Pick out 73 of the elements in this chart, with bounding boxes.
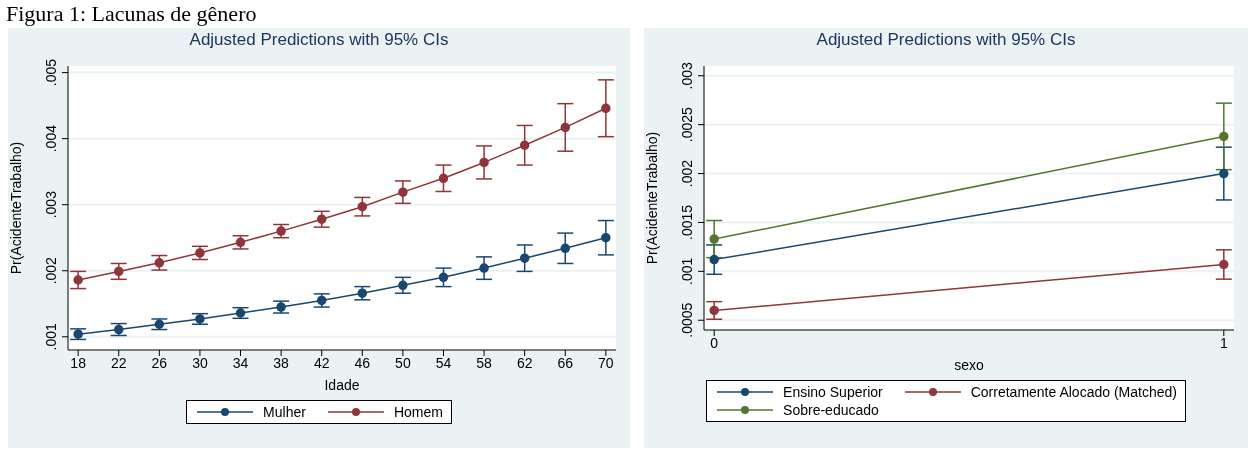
point <box>1219 168 1229 179</box>
x-tick-label: 42 <box>313 354 330 371</box>
x-tick-label: 30 <box>192 354 208 371</box>
y-tick-label: .001 <box>43 322 59 351</box>
x-axis-title: Idade <box>324 377 360 393</box>
y-tick-label: .004 <box>43 124 59 153</box>
chart-title: Adjusted Predictions with 95% CIs <box>188 29 450 50</box>
point <box>1219 131 1229 142</box>
point <box>73 329 83 339</box>
point <box>479 263 489 273</box>
y-tick-label: .0005 <box>679 302 695 338</box>
y-tick-label: .005 <box>43 58 59 87</box>
point <box>398 280 408 291</box>
y-tick-label: .001 <box>679 257 695 285</box>
point <box>1219 259 1229 270</box>
legend-label: Sobre-educado <box>783 402 879 418</box>
x-tick-label: 46 <box>354 354 371 371</box>
x-tick-label: 34 <box>232 354 249 371</box>
x-tick-label: 22 <box>110 354 127 371</box>
point <box>398 187 408 197</box>
y-axis-title: Pr(AcidenteTrabalho) <box>7 141 24 275</box>
point <box>519 140 530 151</box>
point <box>73 275 83 285</box>
x-tick-label: 26 <box>151 354 168 371</box>
x-tick-label: 54 <box>435 354 452 371</box>
point <box>709 234 719 244</box>
x-tick-label: 18 <box>70 354 87 371</box>
point <box>235 237 246 248</box>
x-tick-label: 58 <box>476 354 493 371</box>
x-tick-label: 70 <box>598 354 614 371</box>
x-tick-label: 50 <box>395 354 411 371</box>
point <box>519 253 530 263</box>
y-tick-label: .0025 <box>679 106 695 143</box>
x-axis-title: sexo <box>954 357 984 373</box>
y-tick-label: .002 <box>43 256 59 285</box>
y-tick-label: .003 <box>43 190 59 219</box>
point <box>276 302 286 312</box>
point <box>316 214 327 224</box>
point <box>560 243 571 254</box>
x-tick-label: 38 <box>273 354 290 371</box>
y-axis-title: Pr(AcidenteTrabalho) <box>643 131 660 265</box>
point <box>235 308 246 318</box>
legend-label: Mulher <box>263 404 306 420</box>
x-tick-label: 0 <box>710 334 719 351</box>
chart-title: Adjusted Predictions with 95% CIs <box>815 29 1077 50</box>
point <box>709 254 719 265</box>
point <box>276 226 286 236</box>
point <box>154 319 165 329</box>
x-tick-label: 1 <box>1219 334 1228 351</box>
y-tick-label: .002 <box>679 159 695 188</box>
point <box>195 314 205 324</box>
point <box>113 266 124 277</box>
point <box>438 272 449 283</box>
x-tick-label: 62 <box>516 354 533 371</box>
legend-label: Homem <box>393 404 443 420</box>
point <box>601 232 611 243</box>
point <box>479 157 489 168</box>
point <box>195 248 205 258</box>
point <box>560 122 571 133</box>
y-tick-label: .0015 <box>679 204 695 240</box>
point <box>113 324 124 335</box>
y-tick-label: .003 <box>679 61 695 90</box>
legend-label: Corretamente Alocado (Matched) <box>970 384 1177 400</box>
text: Figura 1: Lacunas de gênero <box>6 1 257 26</box>
point <box>357 288 368 298</box>
point <box>709 305 719 316</box>
legend-label: Ensino Superior <box>783 384 883 400</box>
point <box>316 295 327 306</box>
point <box>438 173 449 184</box>
point <box>357 201 368 212</box>
point <box>601 103 611 114</box>
point <box>154 258 165 268</box>
x-tick-label: 66 <box>557 354 574 371</box>
